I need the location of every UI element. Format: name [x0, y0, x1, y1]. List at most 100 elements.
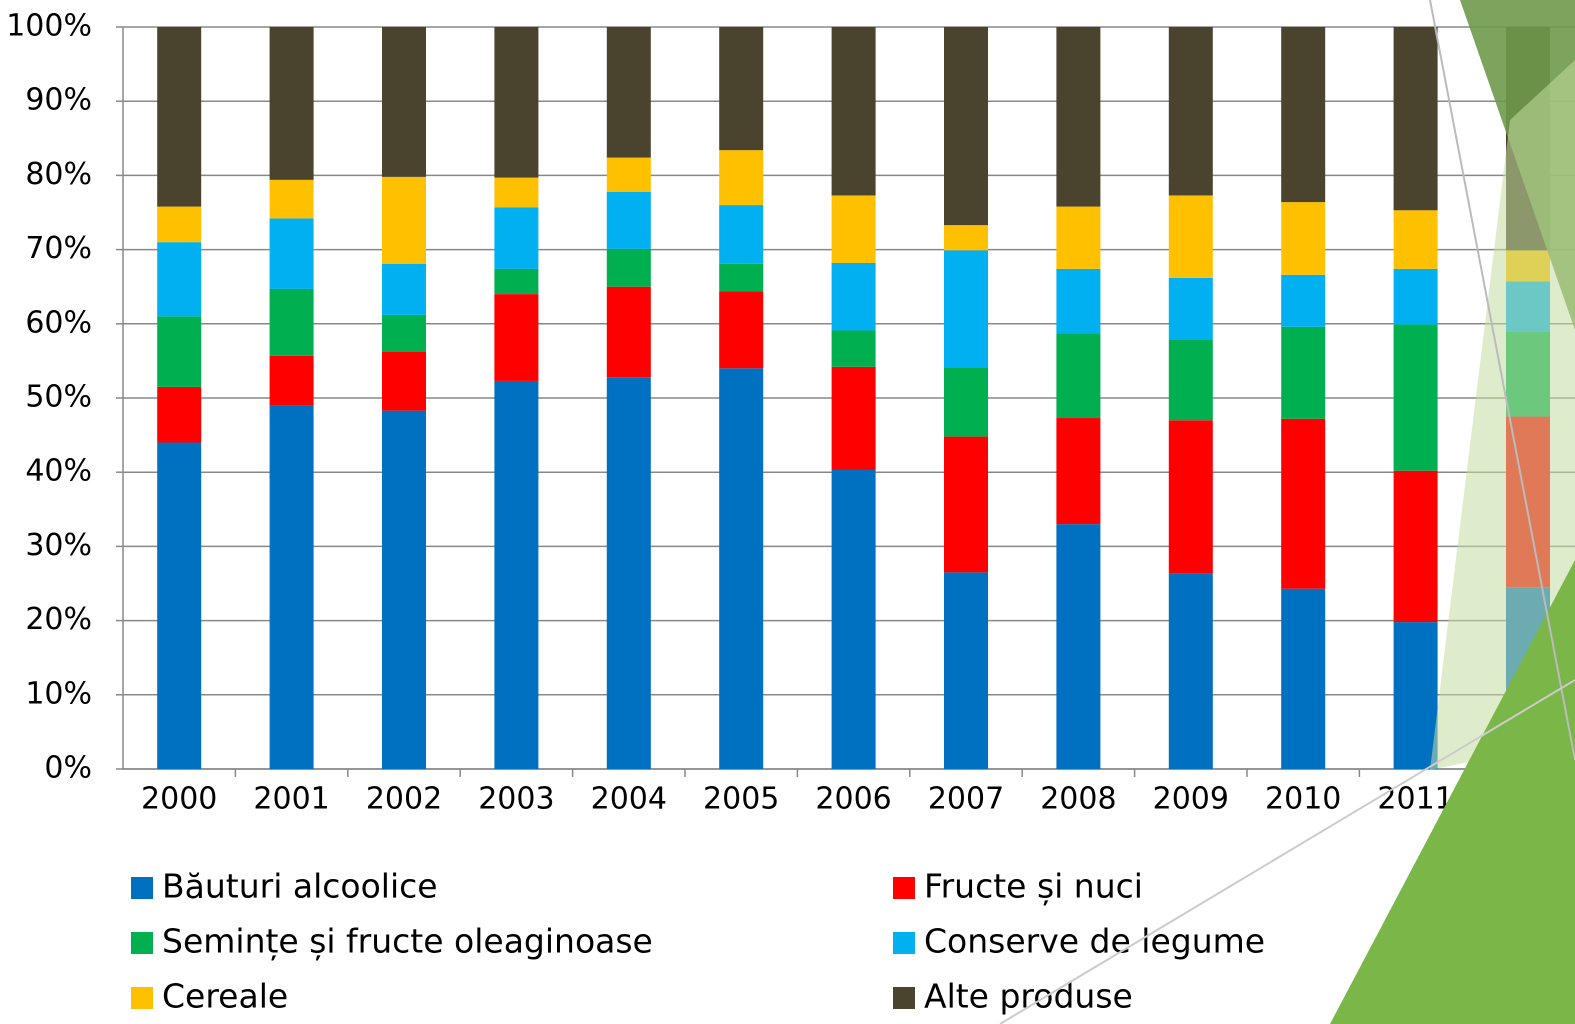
y-tick-label: 70%: [25, 231, 92, 266]
bar-segment: [1281, 326, 1326, 419]
legend-label: Fructe și nuci: [924, 867, 1143, 906]
bar-segment: [831, 469, 876, 769]
bar-segment: [157, 242, 202, 317]
bar-segment: [1393, 324, 1438, 471]
bar-segment: [1506, 281, 1550, 332]
bar-segment: [1393, 622, 1438, 769]
bar-segment: [719, 291, 764, 369]
x-tick-label: 2003: [478, 782, 554, 817]
legend-label: Cereale: [162, 977, 288, 1016]
bar-segment: [606, 191, 651, 249]
bar-segment: [494, 380, 539, 769]
bar-segment: [494, 268, 539, 295]
bar-segment: [1056, 268, 1101, 334]
bar-segment: [719, 368, 764, 769]
y-tick-label: 20%: [25, 602, 92, 637]
bar-segment: [1281, 202, 1326, 275]
bar-segment: [269, 179, 314, 219]
bar-segment: [719, 205, 764, 264]
bar-segment: [1281, 27, 1326, 203]
bar-segment: [157, 442, 202, 769]
y-tick-label: 80%: [25, 157, 92, 192]
bar-segment: [606, 248, 651, 287]
legend-swatch: [131, 987, 153, 1009]
bar-segment: [1056, 418, 1101, 525]
bar-segment: [944, 367, 988, 437]
bar-segment: [382, 314, 426, 352]
bar-segment: [1506, 587, 1550, 769]
bar-segment: [269, 405, 314, 769]
x-tick-label: 2008: [1040, 782, 1116, 817]
y-tick-label: 100%: [6, 9, 92, 44]
bar-segment: [719, 27, 764, 151]
bar-segment: [719, 263, 764, 292]
x-tick-label: 2000: [141, 782, 217, 817]
bar-segment: [831, 27, 876, 196]
x-tick-label: 2011: [1377, 782, 1453, 817]
bar-segment: [1393, 470, 1438, 623]
bar-segment: [1506, 331, 1550, 417]
legend-swatch: [893, 987, 915, 1009]
bar-segment: [944, 225, 988, 251]
bar-segment: [1393, 210, 1438, 269]
bar-segment: [157, 206, 202, 243]
bar-segment: [831, 195, 876, 263]
x-tick-label: 2002: [366, 782, 442, 817]
bar-segment: [269, 355, 314, 406]
legend-swatch: [893, 877, 915, 899]
bar-segment: [382, 351, 426, 411]
x-tick-label: 2007: [928, 782, 1004, 817]
bar-segment: [1168, 195, 1213, 278]
bar-segment: [494, 207, 539, 269]
bar-segment: [1168, 339, 1213, 421]
bar-segment: [157, 27, 202, 207]
x-tick-label: 2005: [703, 782, 779, 817]
bar-segment: [157, 386, 202, 443]
x-tick-label: 2004: [591, 782, 667, 817]
bar-segment: [1056, 333, 1101, 419]
bar-segment: [1281, 588, 1326, 769]
bar-segment: [719, 150, 764, 206]
y-tick-label: 0%: [44, 751, 92, 786]
y-tick-label: 40%: [25, 454, 92, 489]
bar-segment: [382, 263, 426, 315]
y-tick-label: 10%: [25, 676, 92, 711]
bar-segment: [1168, 27, 1213, 196]
bar-segment: [944, 27, 988, 226]
legend-swatch: [131, 877, 153, 899]
bar-segment: [944, 250, 988, 368]
y-tick-label: 30%: [25, 528, 92, 563]
bar-segment: [944, 572, 988, 769]
y-tick-label: 90%: [25, 83, 92, 118]
bar-segment: [1506, 27, 1550, 251]
bar-segment: [1168, 420, 1213, 574]
x-tick-label: 2010: [1265, 782, 1341, 817]
bar-segment: [494, 294, 539, 381]
bar-segment: [1506, 250, 1550, 282]
bar-segment: [831, 262, 876, 331]
bar-segment: [606, 157, 651, 192]
bar-segment: [269, 218, 314, 289]
legend-label: Semințe și fructe oleaginoase: [162, 922, 653, 962]
bar-segment: [944, 436, 988, 573]
legend: Băuturi alcoolice Fructe și nuci Semințe ș…: [131, 867, 1265, 1016]
legend-swatch: [131, 932, 153, 954]
y-tick-label: 60%: [25, 305, 92, 340]
bar-segment: [157, 316, 202, 387]
legend-label: Conserve de legume: [924, 922, 1265, 961]
bar-segment: [494, 177, 539, 208]
bar-segment: [606, 27, 651, 158]
y-tick-label: 50%: [25, 380, 92, 415]
bar-segment: [1393, 268, 1438, 325]
bar-segment: [1056, 524, 1101, 769]
x-tick-label: 2009: [1153, 782, 1229, 817]
bar-segment: [1168, 277, 1213, 340]
bar-segment: [831, 366, 876, 470]
bar-segment: [382, 176, 426, 264]
legend-swatch: [893, 932, 915, 954]
bar-segment: [1056, 206, 1101, 269]
bar-segment: [269, 27, 314, 180]
bar-segment: [1168, 573, 1213, 769]
